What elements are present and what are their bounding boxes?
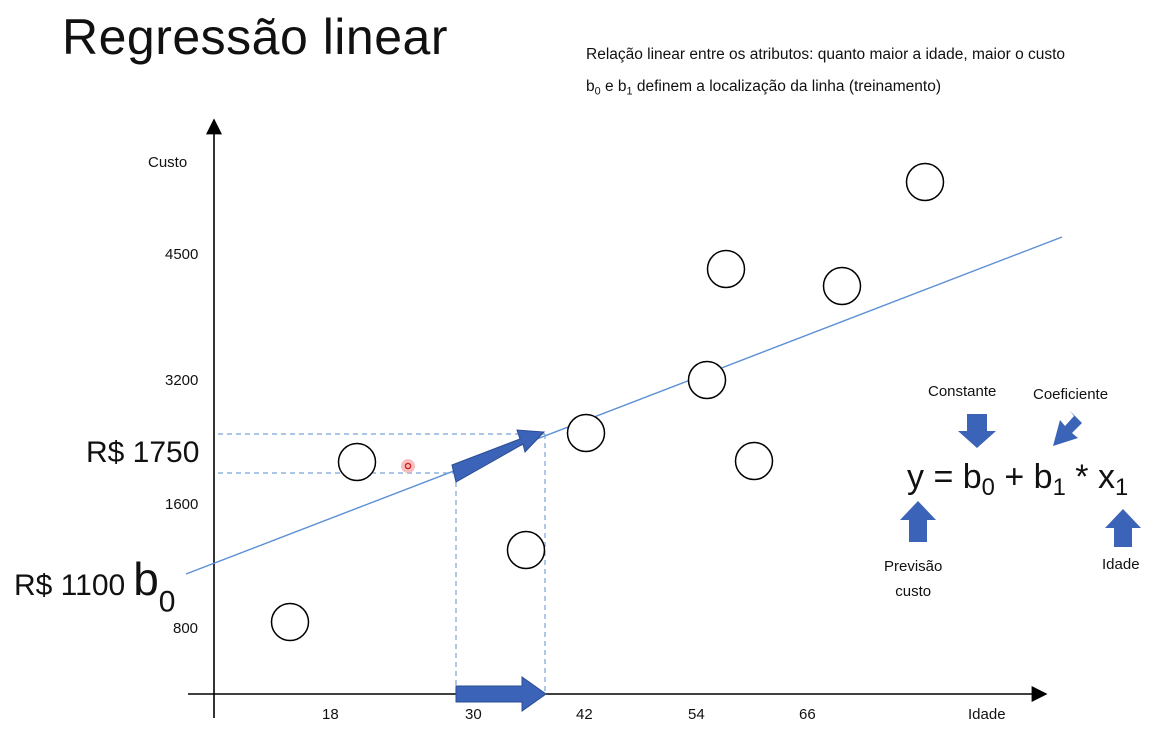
x-step-arrow xyxy=(455,676,547,712)
b1-subscript: 1 xyxy=(626,85,633,98)
y-tick-label: 4500 xyxy=(165,246,199,263)
constante-arrow-icon xyxy=(958,414,996,448)
cursor-marker xyxy=(401,459,415,473)
x-tick-label: 18 xyxy=(322,706,339,723)
equation-times-x: * x xyxy=(1065,458,1115,496)
equation-subx: 1 xyxy=(1114,474,1129,502)
x-tick-label: 30 xyxy=(465,706,482,723)
x-tick-label: 54 xyxy=(688,706,705,723)
idade-arrow-icon xyxy=(1105,509,1141,547)
intercept-label: R$ 1100 b0 xyxy=(14,552,175,617)
equation-plus-b: + b xyxy=(994,458,1053,496)
data-point xyxy=(822,266,862,306)
guide-lines xyxy=(218,433,546,694)
y-tick-label: 800 xyxy=(173,620,199,637)
previsao-arrow-icon xyxy=(900,501,936,542)
y-axis-label: Custo xyxy=(148,154,188,171)
label-coeficiente: Coeficiente xyxy=(1033,386,1109,403)
description-line-1: Relação linear entre os atributos: quant… xyxy=(586,46,1066,63)
y-tick-label: 3200 xyxy=(165,372,199,389)
label-previsao-line2: custo xyxy=(895,583,932,600)
b1-symbol: b xyxy=(617,78,627,95)
slope-arrow xyxy=(451,429,546,483)
description-line-2: b0 e b1 definem a localização da linha (… xyxy=(586,78,941,98)
label-constante: Constante xyxy=(928,383,997,400)
data-point xyxy=(337,442,377,482)
x-tick-label: 42 xyxy=(576,706,593,723)
x-axis-label: Idade xyxy=(968,706,1006,723)
data-point xyxy=(506,530,546,570)
data-point xyxy=(734,441,774,481)
data-point xyxy=(270,602,310,642)
intercept-value: R$ 1100 xyxy=(14,569,126,602)
description-rest: definem a localização da linha (treiname… xyxy=(632,78,941,95)
intercept-subscript: 0 xyxy=(158,585,176,619)
conjunction-text: e xyxy=(600,78,618,95)
equation-sub1: 1 xyxy=(1052,474,1066,502)
data-point xyxy=(706,249,746,289)
page-title: Regressão linear xyxy=(62,9,448,65)
equation-y-b: y = b xyxy=(907,458,982,496)
data-point xyxy=(687,360,727,400)
label-previsao-line1: Previsão xyxy=(884,558,943,575)
x-tick-label: 66 xyxy=(799,706,816,723)
regression-equation: y = b0 + b1 * x1 xyxy=(907,458,1128,500)
data-point xyxy=(566,413,606,453)
label-previsao-custo: Previsão custo xyxy=(884,554,942,604)
intercept-symbol: b xyxy=(133,553,159,605)
label-idade: Idade xyxy=(1102,556,1140,573)
b0-subscript: 0 xyxy=(594,85,601,98)
b0-symbol: b xyxy=(586,78,595,95)
data-point xyxy=(905,162,945,202)
coeficiente-arrow-icon xyxy=(1053,411,1082,446)
prediction-value-label: R$ 1750 xyxy=(86,436,200,469)
regression-line xyxy=(185,236,1063,575)
y-tick-label: 1600 xyxy=(165,496,199,513)
data-points xyxy=(270,162,945,642)
equation-sub0: 0 xyxy=(981,474,995,502)
